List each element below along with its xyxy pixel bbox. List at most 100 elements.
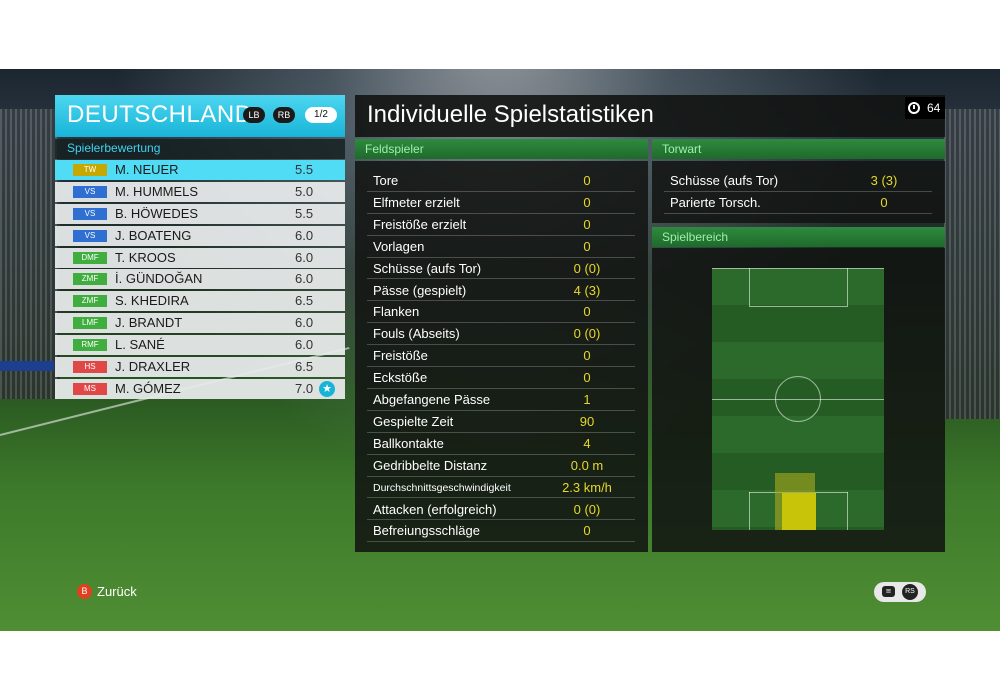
stat-value: 4 (3) (573, 282, 601, 298)
player-name: M. NEUER (115, 162, 179, 177)
position-badge: TW (73, 164, 107, 176)
heat-zone-inner (782, 493, 816, 530)
gk-stat-row: Parierte Torsch. 0 (664, 192, 932, 214)
penalty-area-bottom-left (749, 492, 750, 530)
stat-label: Gedribbelte Distanz (373, 457, 488, 473)
back-label: Zurück (97, 584, 137, 599)
position-badge: VS (73, 207, 107, 220)
stat-row: Durchschnittsgeschwindigkeit 2.3 km/h (367, 477, 635, 499)
player-rating: 5.0 (295, 183, 314, 199)
position-badge: ZMF (73, 295, 107, 308)
stats-title: Individuelle Spielstatistiken (367, 101, 654, 128)
b-button-icon: B (77, 584, 92, 599)
player-name: M. GÓMEZ (115, 380, 181, 396)
player-name: L. SANÉ (115, 337, 165, 353)
stat-row: Fouls (Abseits) 0 (0) (367, 323, 635, 346)
stat-row: Pässe (gespielt) 4 (3) (367, 280, 635, 302)
penalty-area-bottom-right (847, 492, 848, 530)
advertising-board (0, 361, 54, 371)
player-rating: 5.5 (295, 162, 314, 177)
player-name: J. DRAXLER (115, 359, 191, 375)
player-row[interactable]: VS J. BOATENG 6.0 (55, 225, 345, 246)
field-section-title: Feldspieler (365, 142, 424, 156)
ratings-title: Spielerbewertung (67, 141, 161, 155)
gk-section-title: Torwart (662, 142, 702, 156)
stat-value: 0 (0) (573, 501, 601, 517)
gk-stats-panel: Schüsse (aufs Tor) 3 (3) Parierte Torsch. 0 (652, 161, 945, 223)
stat-row: Attacken (erfolgreich) 0 (0) (367, 499, 635, 521)
gk-stat-label: Parierte Torsch. (670, 194, 761, 210)
stat-row: Freistöße erzielt 0 (367, 214, 635, 236)
right-stick-icon[interactable]: RS (902, 584, 918, 600)
player-name: T. KROOS (115, 249, 176, 265)
center-circle (775, 376, 821, 422)
player-row[interactable]: VS M. HUMMELS 5.0 (55, 181, 345, 202)
player-row[interactable]: DMF T. KROOS 6.0 (55, 247, 345, 268)
stat-row: Tore 0 (367, 170, 635, 192)
stat-label: Attacken (erfolgreich) (373, 501, 497, 517)
stat-value: 0 (583, 216, 591, 232)
gk-section-header: Torwart (652, 139, 945, 159)
stat-row: Elfmeter erzielt 0 (367, 192, 635, 214)
player-name: J. BOATENG (115, 227, 192, 243)
stat-label: Tore (373, 173, 399, 188)
player-name: B. HÖWEDES (115, 205, 199, 221)
stat-value: 1 (583, 392, 591, 407)
match-timer: 64 (905, 97, 945, 119)
player-row[interactable]: ZMF S. KHEDIRA 6.5 (55, 291, 345, 312)
stat-label: Flanken (373, 304, 420, 320)
star-icon: ★ (319, 380, 335, 397)
stat-value: 2.3 km/h (562, 479, 612, 495)
player-name: İ. GÜNDOĞAN (115, 271, 203, 287)
stat-row: Abgefangene Pässe 1 (367, 389, 635, 411)
player-rating: 6.0 (295, 249, 314, 265)
stat-value: 0 (583, 194, 591, 210)
player-rating: 6.5 (295, 359, 314, 375)
player-row[interactable]: LMF J. BRANDT 6.0 (55, 313, 345, 334)
stat-label: Freistöße (373, 348, 428, 364)
stat-label: Vorlagen (373, 238, 425, 254)
stat-label: Befreiungsschläge (373, 523, 480, 539)
player-row[interactable]: VS B. HÖWEDES 5.5 (55, 203, 345, 224)
stat-value: 90 (579, 413, 595, 429)
chat-icon: ≡ (882, 586, 895, 597)
player-row[interactable]: TW M. NEUER 5.5 (55, 160, 345, 180)
position-badge: LMF (73, 317, 107, 330)
penalty-area-top-bottom (749, 306, 848, 307)
field-stats-panel: Tore 0 Elfmeter erzielt 0 Freistöße erzielt 0… (355, 161, 648, 552)
player-rating: 7.0 (295, 380, 314, 396)
stat-row: Gespielte Zeit 90 (367, 411, 635, 433)
position-badge: RMF (73, 339, 107, 352)
controls-hint: ≡ RS (874, 582, 926, 602)
player-row[interactable]: HS J. DRAXLER 6.5 (55, 357, 345, 378)
stat-label: Eckstöße (373, 370, 428, 386)
stat-row: Flanken 0 (367, 301, 635, 324)
crowd-left (0, 109, 60, 399)
position-badge: DMF (73, 251, 107, 264)
player-row[interactable]: MS M. GÓMEZ 7.0 ★ (55, 378, 345, 399)
player-rating: 6.0 (295, 271, 314, 287)
player-rating: 6.0 (295, 315, 314, 331)
area-section-title: Spielbereich (662, 230, 729, 244)
stat-value: 0 (0) (573, 260, 601, 276)
position-badge: VS (73, 229, 107, 242)
stat-label: Gespielte Zeit (373, 413, 454, 429)
lb-button[interactable]: LB (243, 107, 265, 123)
position-badge: VS (73, 185, 107, 198)
pitch-top-line (712, 268, 884, 269)
clock-icon (908, 102, 920, 114)
stat-value: 0 (583, 304, 591, 320)
player-row[interactable]: ZMF İ. GÜNDOĞAN 6.0 (55, 269, 345, 290)
player-name: M. HUMMELS (115, 183, 199, 199)
position-badge: MS (73, 382, 107, 395)
player-row[interactable]: RMF L. SANÉ 6.0 (55, 335, 345, 356)
team-name: DEUTSCHLAND (67, 101, 253, 128)
stat-label: Pässe (gespielt) (373, 282, 467, 298)
area-section-header: Spielbereich (652, 227, 945, 247)
stat-value: 0 (583, 238, 591, 254)
player-rating: 6.0 (295, 337, 314, 353)
stats-title-bar: Individuelle Spielstatistiken (355, 95, 945, 137)
rb-button[interactable]: RB (273, 107, 295, 123)
crowd-right (944, 109, 1000, 419)
stat-row: Vorlagen 0 (367, 236, 635, 258)
